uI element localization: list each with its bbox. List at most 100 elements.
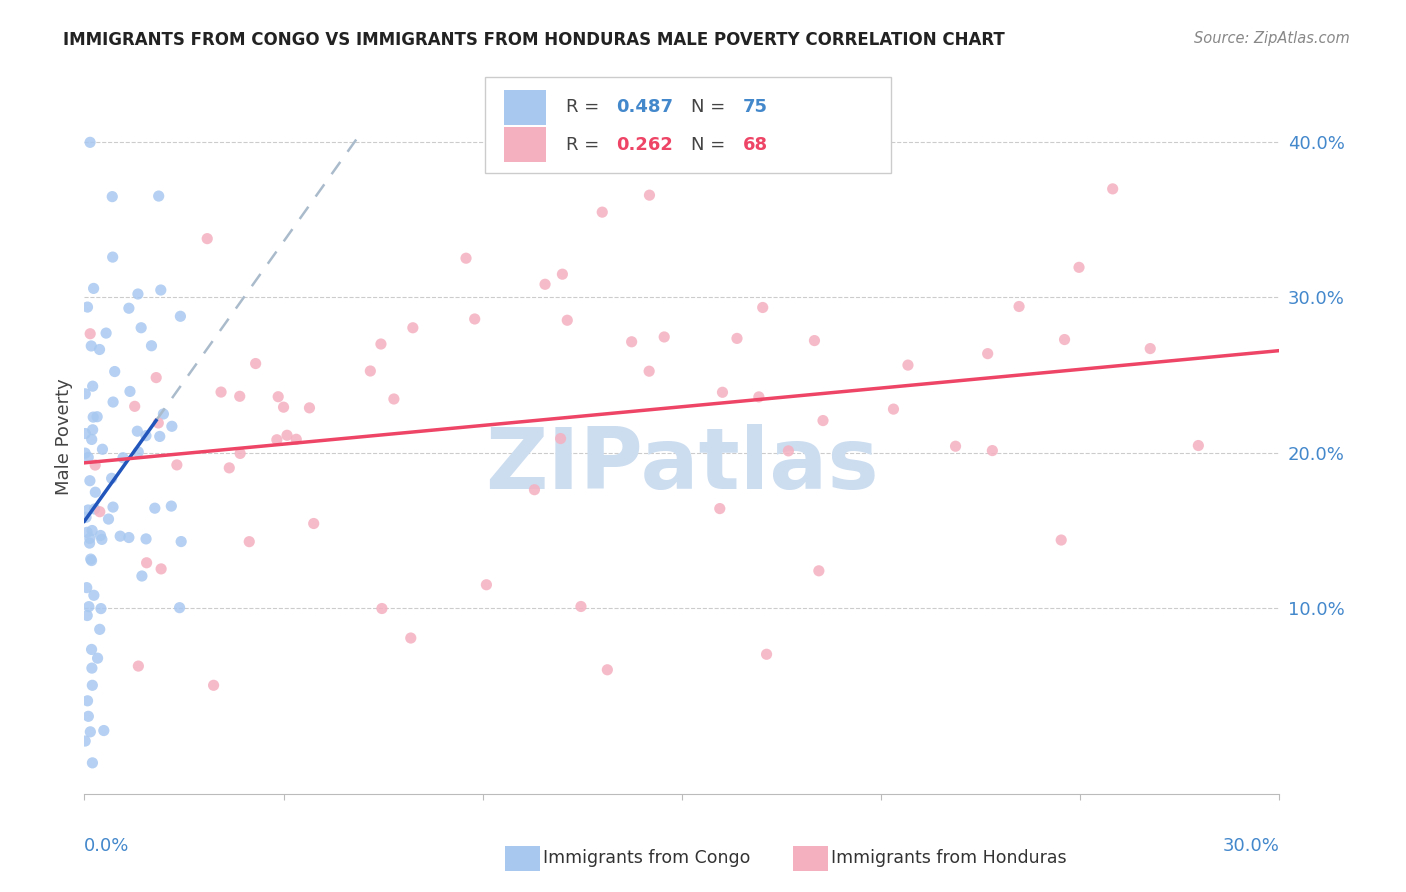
Point <box>79 724 101 739</box>
Point <box>981 443 1004 458</box>
Point <box>127 424 149 438</box>
Point <box>83 502 105 516</box>
Point <box>118 384 141 399</box>
Point <box>751 301 773 315</box>
Point <box>118 301 141 316</box>
Point <box>135 556 157 570</box>
Text: N =: N = <box>692 98 731 116</box>
Point <box>76 525 98 540</box>
Point <box>127 287 149 301</box>
Point <box>75 426 97 441</box>
Point <box>135 532 157 546</box>
Point <box>82 678 104 692</box>
Point <box>1101 182 1123 196</box>
Point <box>1008 300 1031 314</box>
Point <box>127 659 149 673</box>
Point <box>149 283 172 297</box>
Point <box>79 326 101 341</box>
Point <box>150 562 173 576</box>
Point <box>550 432 572 446</box>
FancyBboxPatch shape <box>503 89 546 125</box>
Point <box>202 678 225 692</box>
Point <box>370 337 392 351</box>
Point <box>1053 333 1076 347</box>
Point <box>82 379 104 393</box>
Point <box>100 471 122 485</box>
Point <box>945 439 967 453</box>
Point <box>382 392 405 406</box>
Point <box>84 485 107 500</box>
Point <box>620 334 643 349</box>
Text: N =: N = <box>692 136 731 153</box>
Point <box>129 320 152 334</box>
Point <box>152 407 174 421</box>
Text: Immigrants from Honduras: Immigrants from Honduras <box>831 849 1067 867</box>
Point <box>475 578 498 592</box>
Text: 0.262: 0.262 <box>616 136 673 153</box>
Point <box>127 445 149 459</box>
Point <box>238 534 260 549</box>
Point <box>76 608 98 623</box>
Point <box>79 536 101 550</box>
Point <box>80 339 103 353</box>
Point <box>97 512 120 526</box>
Point <box>709 501 731 516</box>
Point <box>101 189 124 203</box>
Text: 0.487: 0.487 <box>616 98 673 116</box>
Point <box>1139 342 1161 356</box>
Point <box>711 385 734 400</box>
Point <box>803 334 825 348</box>
Point <box>807 564 830 578</box>
Text: R =: R = <box>567 136 605 153</box>
Point <box>90 601 112 615</box>
Point <box>82 410 104 425</box>
Text: Source: ZipAtlas.com: Source: ZipAtlas.com <box>1194 31 1350 46</box>
Point <box>80 553 103 567</box>
Point <box>285 432 308 446</box>
Point <box>104 365 127 379</box>
Point <box>302 516 325 531</box>
Point <box>79 532 101 546</box>
Point <box>1050 533 1073 547</box>
Point <box>111 450 134 465</box>
Point <box>245 357 267 371</box>
Point <box>75 387 97 401</box>
Point <box>101 395 124 409</box>
Point <box>76 581 98 595</box>
Text: 75: 75 <box>742 98 768 116</box>
Point <box>534 277 557 292</box>
Text: 0.0%: 0.0% <box>84 837 129 855</box>
Point <box>523 483 546 497</box>
Point <box>86 651 108 665</box>
Point <box>131 569 153 583</box>
Point <box>101 250 124 264</box>
Point <box>89 623 111 637</box>
Point <box>91 442 114 457</box>
Point <box>811 413 834 427</box>
Point <box>399 631 422 645</box>
Point <box>148 189 170 203</box>
Point <box>170 534 193 549</box>
Point <box>591 205 613 219</box>
Point <box>82 756 104 770</box>
Point <box>402 320 425 334</box>
Point <box>124 400 146 414</box>
Point <box>551 267 574 281</box>
Point <box>77 599 100 614</box>
Point <box>371 601 394 615</box>
Point <box>82 423 104 437</box>
Point <box>143 501 166 516</box>
Text: IMMIGRANTS FROM CONGO VS IMMIGRANTS FROM HONDURAS MALE POVERTY CORRELATION CHART: IMMIGRANTS FROM CONGO VS IMMIGRANTS FROM… <box>63 31 1005 49</box>
Point <box>209 385 232 400</box>
Point <box>778 443 800 458</box>
Point <box>166 458 188 472</box>
Point <box>882 402 904 417</box>
Point <box>755 647 778 661</box>
Point <box>135 428 157 442</box>
Point <box>149 429 172 443</box>
Point <box>454 251 477 265</box>
Point <box>89 528 111 542</box>
Point <box>80 661 103 675</box>
Point <box>83 588 105 602</box>
Text: R =: R = <box>567 98 605 116</box>
